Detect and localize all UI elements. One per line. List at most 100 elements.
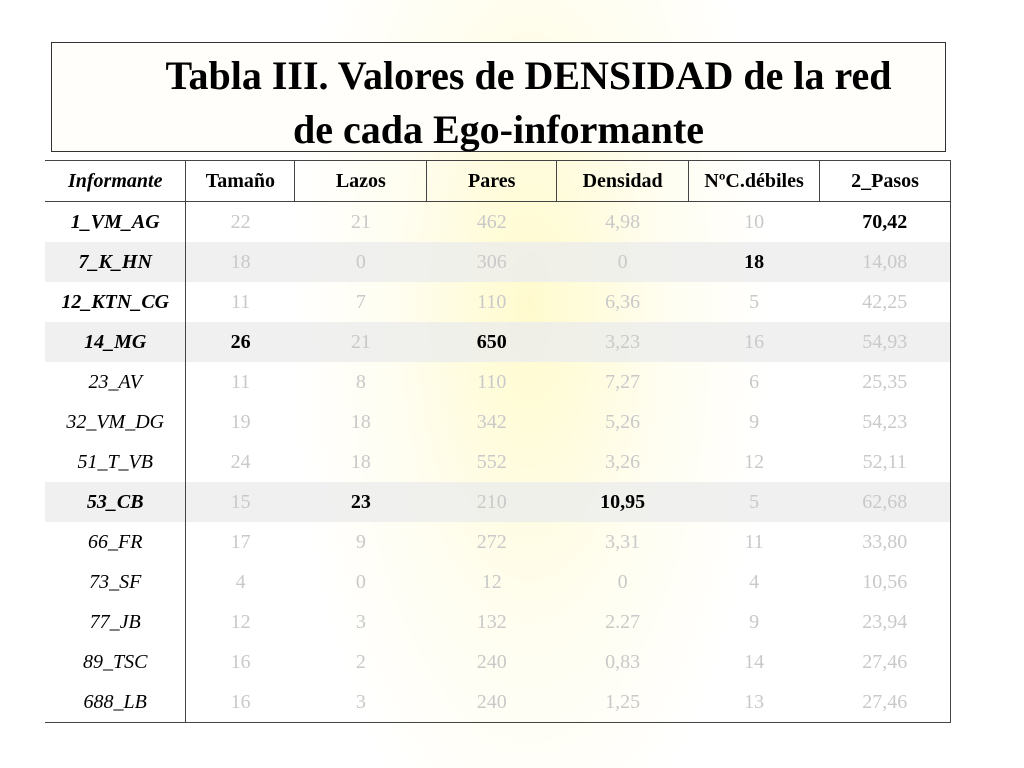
value-cell: 9 bbox=[355, 530, 366, 553]
value-cell: 7,27 bbox=[605, 370, 641, 393]
value-cell: 52,11 bbox=[819, 442, 951, 482]
value-cell: 8 bbox=[355, 370, 366, 393]
informante-cell: 73_SF bbox=[45, 562, 187, 602]
page-title: Tabla III. Valores de DENSIDAD de la red… bbox=[52, 49, 945, 157]
value-cell: 2 bbox=[355, 650, 366, 673]
value-cell: 27,46 bbox=[819, 642, 951, 682]
value-cell: 54,93 bbox=[819, 322, 951, 362]
table-row: 53_CB 15 23 210 10,95 5 62,68 bbox=[45, 482, 951, 522]
column-header-tamano: Tamaño bbox=[185, 160, 296, 202]
value-cell: 306 bbox=[426, 242, 557, 282]
value-cell: 16 bbox=[185, 682, 295, 723]
value-cell: 3,26 bbox=[605, 450, 641, 473]
value-cell: 17 bbox=[230, 530, 251, 553]
table-row: 66_FR 17 9 272 3,31 11 33,80 bbox=[45, 522, 951, 562]
table-row: 688_LB 16 3 240 1,25 13 27,46 bbox=[45, 682, 951, 723]
value-cell: 9 bbox=[749, 410, 760, 433]
informante-cell: 53_CB bbox=[45, 482, 187, 522]
value-cell: 42,25 bbox=[819, 282, 951, 322]
value-cell: 18 bbox=[350, 410, 371, 433]
column-header-cdebiles: NºC.débiles bbox=[688, 160, 821, 202]
value-cell: 18 bbox=[688, 242, 820, 282]
value-cell: 5,26 bbox=[605, 410, 641, 433]
value-cell: 210 bbox=[426, 482, 557, 522]
title-line-2: de cada Ego-informante bbox=[292, 107, 705, 152]
table-row: 51_T_VB 24 18 552 3,26 12 52,11 bbox=[45, 442, 951, 482]
value-cell: 4 bbox=[749, 570, 760, 593]
value-cell: 13 bbox=[688, 682, 820, 723]
value-cell: 18 bbox=[185, 242, 295, 282]
value-cell: 11 bbox=[231, 370, 251, 393]
value-cell: 10 bbox=[744, 210, 765, 233]
value-cell: 7 bbox=[355, 290, 366, 313]
value-cell: 16 bbox=[688, 322, 820, 362]
value-cell: 10,95 bbox=[556, 482, 689, 522]
value-cell: 18 bbox=[350, 450, 371, 473]
value-cell: 6 bbox=[749, 370, 760, 393]
value-cell: 10,56 bbox=[819, 562, 951, 602]
table-row: 32_VM_DG 19 18 342 5,26 9 54,23 bbox=[45, 402, 951, 442]
value-cell: 12 bbox=[481, 570, 502, 593]
title-box: Tabla III. Valores de DENSIDAD de la red… bbox=[51, 42, 946, 152]
value-cell: 0 bbox=[556, 242, 689, 282]
value-cell: 240 bbox=[426, 682, 557, 723]
column-header-2-pasos: 2_Pasos bbox=[819, 160, 951, 202]
table-row: 7_K_HN 18 0 306 0 18 14,08 bbox=[45, 242, 951, 282]
value-cell: 552 bbox=[476, 450, 507, 473]
table-row: 77_JB 12 3 132 2.27 9 23,94 bbox=[45, 602, 951, 642]
value-cell: 5 bbox=[688, 482, 820, 522]
informante-cell: 23_AV bbox=[45, 362, 187, 402]
informante-cell: 688_LB bbox=[45, 682, 187, 723]
informante-cell: 66_FR bbox=[45, 522, 187, 562]
column-header-informante: Informante bbox=[45, 160, 187, 202]
value-cell: 3,31 bbox=[605, 530, 641, 553]
value-cell: 4 bbox=[235, 570, 246, 593]
value-cell: 650 bbox=[426, 322, 557, 362]
value-cell: 462 bbox=[476, 210, 507, 233]
value-cell: 12 bbox=[744, 450, 765, 473]
value-cell: 0 bbox=[355, 570, 366, 593]
informante-cell: 51_T_VB bbox=[45, 442, 187, 482]
informante-cell: 7_K_HN bbox=[45, 242, 187, 282]
table-row: 12_KTN_CG 11 7 110 6,36 5 42,25 bbox=[45, 282, 951, 322]
value-cell: 240 bbox=[476, 650, 507, 673]
value-cell: 54,23 bbox=[819, 402, 951, 442]
value-cell: 14 bbox=[744, 650, 765, 673]
informante-cell: 1_VM_AG bbox=[45, 201, 187, 242]
value-cell: 12 bbox=[230, 610, 251, 633]
table-header-row: Informante Tamaño Lazos Pares Densidad N… bbox=[45, 160, 951, 202]
informante-cell: 14_MG bbox=[45, 322, 187, 362]
value-cell: 23,94 bbox=[819, 602, 951, 642]
column-header-lazos: Lazos bbox=[294, 160, 428, 202]
value-cell: 25,35 bbox=[819, 362, 951, 402]
density-table: Informante Tamaño Lazos Pares Densidad N… bbox=[45, 160, 951, 723]
value-cell: 19 bbox=[230, 410, 251, 433]
value-cell: 9 bbox=[749, 610, 760, 633]
value-cell: 11 bbox=[231, 290, 251, 313]
value-cell: 3 bbox=[355, 610, 366, 633]
informante-cell: 77_JB bbox=[45, 602, 187, 642]
column-header-pares: Pares bbox=[426, 160, 558, 202]
value-cell: 33,80 bbox=[819, 522, 951, 562]
value-cell: 6,36 bbox=[605, 290, 641, 313]
value-cell: 11 bbox=[744, 530, 764, 553]
value-cell: 16 bbox=[230, 650, 251, 673]
value-cell: 1,25 bbox=[556, 682, 689, 723]
value-cell: 14,08 bbox=[819, 242, 951, 282]
value-cell: 3 bbox=[294, 682, 427, 723]
value-cell: 272 bbox=[476, 530, 507, 553]
column-header-densidad: Densidad bbox=[556, 160, 690, 202]
informante-cell: 89_TSC bbox=[45, 642, 187, 682]
value-cell: 23 bbox=[294, 482, 427, 522]
value-cell: 132 bbox=[476, 610, 507, 633]
value-cell: 15 bbox=[185, 482, 295, 522]
value-cell: 24 bbox=[230, 450, 251, 473]
value-cell: 4,98 bbox=[605, 210, 641, 233]
table-row: 14_MG 26 21 650 3,23 16 54,93 bbox=[45, 322, 951, 362]
value-cell: 110 bbox=[477, 290, 507, 313]
title-line-1: Tabla III. Valores de DENSIDAD de la red bbox=[165, 53, 892, 98]
value-cell: 0 bbox=[294, 242, 427, 282]
value-cell: 3,23 bbox=[556, 322, 689, 362]
table-row: 23_AV 11 8 110 7,27 6 25,35 bbox=[45, 362, 951, 402]
value-cell: 5 bbox=[749, 290, 760, 313]
